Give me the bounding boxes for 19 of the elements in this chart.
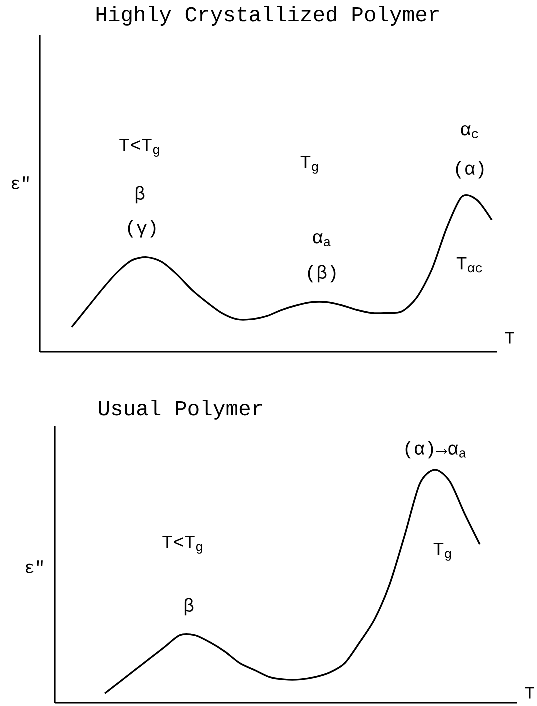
annotation: T$_{g}$ (434, 543, 452, 561)
text: T$_{g}$ (300, 156, 318, 174)
chart-title: Usual Polymer (99, 400, 262, 420)
y-axis-title: ε" (12, 176, 29, 190)
annotation: (β) (308, 265, 336, 283)
x-axis-title: T (505, 332, 514, 344)
text: (α) (456, 161, 484, 179)
annotation: α$_{a}$ (313, 233, 331, 247)
annotation: T$_{αc}$ (456, 257, 482, 273)
annotation: (γ) (128, 220, 156, 238)
annotation: T<T$_{g}$ (162, 536, 202, 554)
chart-title: Highly Crystallized Polymer (96, 6, 439, 26)
x-axis-title: T (525, 687, 534, 699)
y-axis-title: ε" (26, 560, 43, 574)
text: T<T$_{g}$ (120, 139, 160, 157)
text: α$_{c}$ (461, 125, 478, 139)
annotation: β (184, 598, 194, 616)
text: (α)→α$_{a}$ (406, 441, 466, 459)
annotation: β (136, 186, 145, 204)
